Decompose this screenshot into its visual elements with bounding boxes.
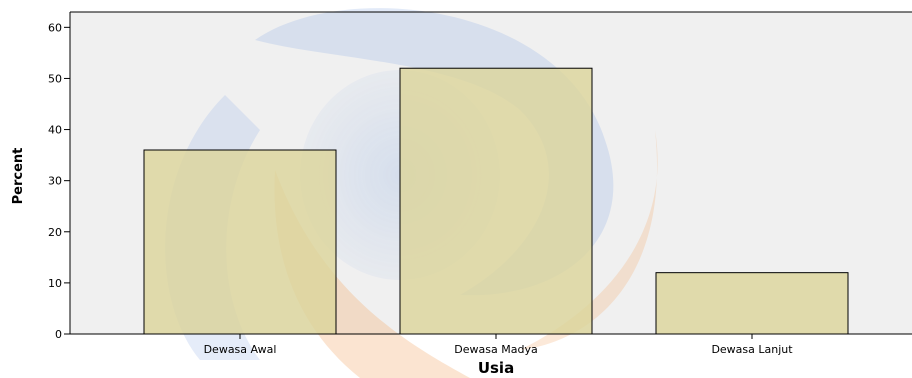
bar-dewasa-lanjut [655, 272, 849, 335]
bar-dewasa-madya [399, 67, 593, 335]
x-tick-label: Dewasa Madya [454, 343, 537, 356]
y-tick-label: 50 [48, 72, 62, 85]
y-tick-label: 30 [48, 175, 62, 188]
x-tick-label: Dewasa Awal [204, 343, 277, 356]
y-tick-label: 20 [48, 226, 62, 239]
x-axis-title: Usia [478, 359, 514, 377]
x-tick-label: Dewasa Lanjut [711, 343, 793, 356]
bars [143, 67, 849, 335]
y-tick-label: 40 [48, 124, 62, 137]
bar-dewasa-awal [143, 149, 337, 335]
x-axis-tick-labels: Dewasa Awal Dewasa Madya Dewasa Lanjut [204, 334, 793, 356]
y-axis-title: Percent [11, 148, 26, 205]
y-tick-label: 0 [55, 328, 62, 341]
y-tick-label: 60 [48, 21, 62, 34]
y-tick-label: 10 [48, 277, 62, 290]
y-axis-ticks: 0 10 20 30 40 50 60 [48, 21, 70, 341]
